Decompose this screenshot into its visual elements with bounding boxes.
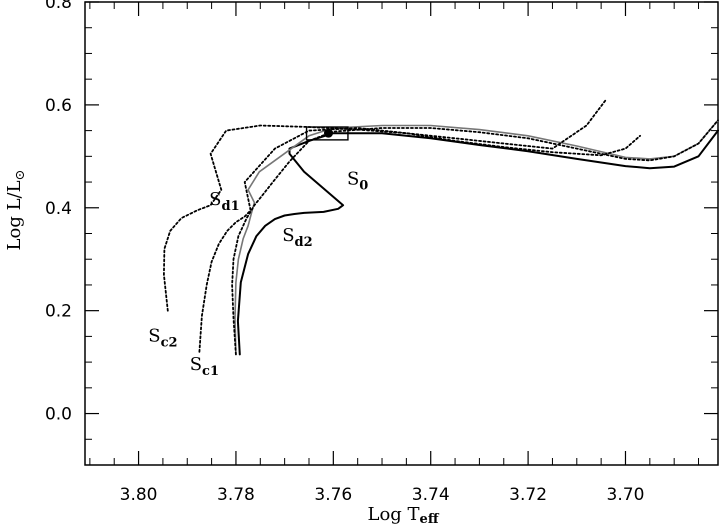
track-sc1 [231, 119, 719, 356]
x-tick-label: 3.72 [509, 485, 547, 505]
y-tick-label: 0.8 [45, 0, 72, 13]
track-label-sd1: Sd1 [209, 189, 239, 214]
x-tick-label: 3.80 [120, 485, 158, 505]
track-label-sc1: Sc1 [190, 354, 219, 379]
track-sc2 [162, 98, 607, 312]
y-axis-label: Log L/L⊙ [4, 170, 28, 251]
plot-frame [84, 1, 719, 466]
x-tick-label: 3.76 [314, 485, 352, 505]
track-s0 [236, 129, 719, 356]
series-group [162, 98, 719, 356]
tick-labels: 3.80 3.78 3.76 3.74 3.72 3.70 0.0 0.2 0.4 0.6 0.8 [45, 0, 644, 505]
x-tick-label: 3.78 [217, 485, 255, 505]
track-sd1 [198, 127, 641, 353]
track-label-sc2: Sc2 [148, 326, 177, 351]
track-label-s0: S0 [347, 169, 368, 194]
track-sd2 [234, 119, 719, 356]
y-tick-label: 0.4 [45, 199, 72, 219]
error-box [305, 126, 349, 141]
x-tick-label: 3.70 [607, 485, 645, 505]
plot-border [84, 1, 719, 466]
y-tick-label: 0.0 [45, 405, 72, 425]
y-tick-label: 0.6 [45, 96, 72, 116]
annotations: S0 Sd2 Sd1 Sc1 Sc2 [148, 126, 368, 379]
x-tick-label: 3.74 [412, 485, 450, 505]
axis-ticks [85, 1, 718, 466]
observed-star-marker [323, 128, 333, 138]
track-label-sd2: Sd2 [282, 225, 312, 250]
y-tick-label: 0.2 [45, 302, 72, 322]
x-axis-label: Log Teff [368, 504, 440, 526]
